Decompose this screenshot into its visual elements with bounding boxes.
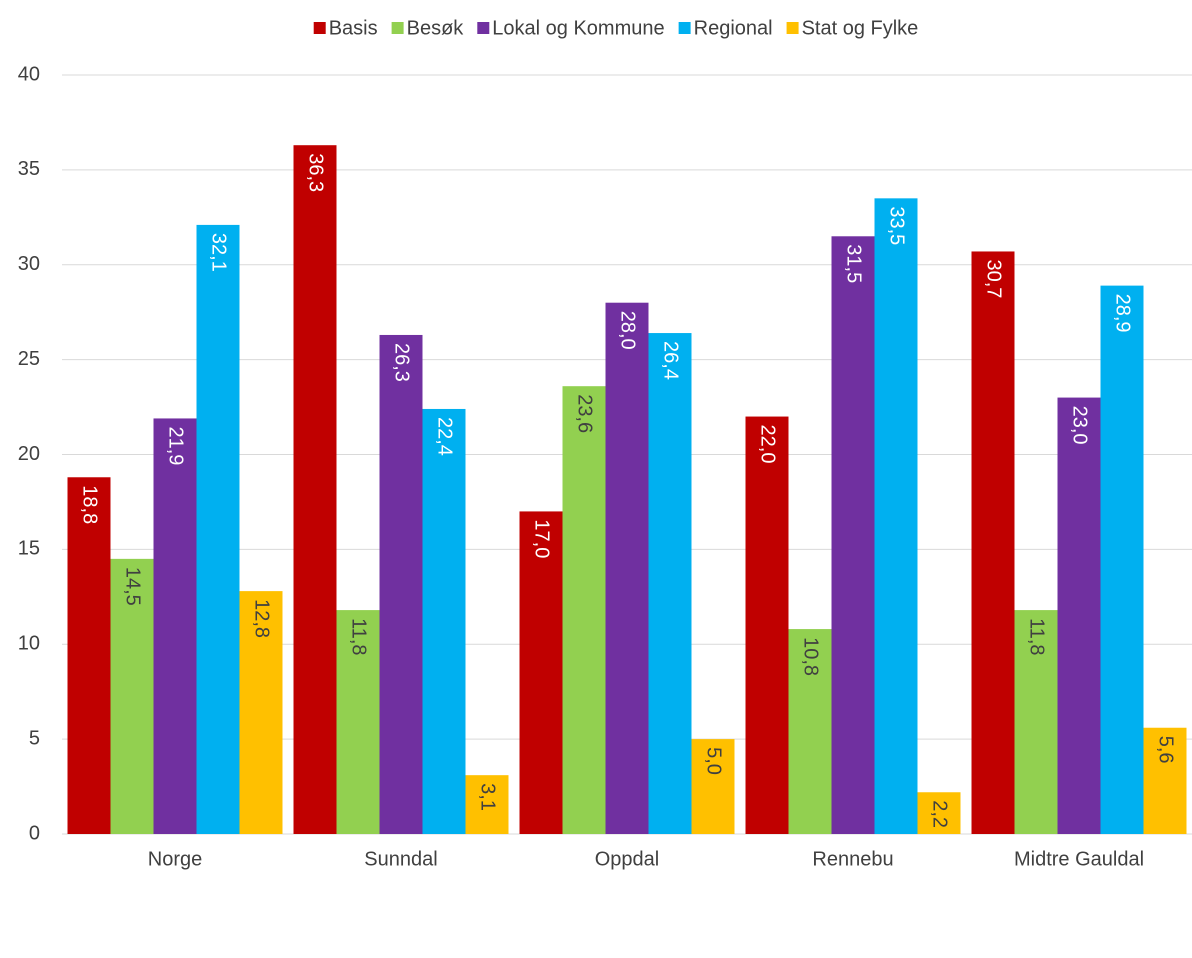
y-tick-label: 40	[18, 63, 40, 85]
legend-swatch	[786, 22, 799, 34]
legend-label: Regional	[694, 17, 773, 39]
y-tick-label: 30	[18, 253, 40, 275]
bar	[562, 386, 606, 834]
y-tick-label: 5	[29, 727, 40, 749]
data-label: 36,3	[305, 153, 327, 192]
x-tick-label: Oppdal	[595, 848, 660, 870]
data-label: 5,6	[1155, 736, 1177, 764]
bar	[336, 610, 380, 834]
legend-swatch	[391, 22, 404, 34]
bar	[196, 224, 240, 835]
legend-swatch	[313, 22, 326, 34]
bar	[239, 591, 283, 834]
bar	[379, 334, 423, 834]
data-label: 28,0	[617, 311, 639, 350]
data-label: 31,5	[843, 244, 865, 283]
data-label: 11,8	[1026, 618, 1048, 655]
data-label: 21,9	[165, 426, 187, 465]
data-label: 26,3	[391, 343, 413, 382]
y-tick-label: 0	[29, 822, 40, 844]
y-tick-label: 15	[18, 538, 40, 560]
data-label: 10,8	[800, 637, 822, 676]
bar	[293, 145, 337, 834]
bar	[831, 236, 875, 835]
x-tick-label: Rennebu	[812, 848, 893, 870]
x-tick-label: Sunndal	[364, 848, 437, 870]
bar	[788, 629, 832, 834]
data-label: 14,5	[122, 567, 144, 606]
legend-label: Basis	[329, 17, 378, 39]
bar	[67, 477, 111, 834]
legend-label: Besøk	[407, 17, 465, 39]
bar	[110, 558, 154, 834]
data-label: 3,1	[477, 783, 499, 811]
data-label: 28,9	[1112, 294, 1134, 333]
y-tick-label: 35	[18, 158, 40, 180]
data-label: 5,0	[703, 747, 725, 775]
data-label: 30,7	[983, 259, 1005, 298]
bar	[605, 302, 649, 834]
data-label: 23,0	[1069, 406, 1091, 445]
bar	[691, 739, 735, 834]
x-tick-label: Norge	[148, 848, 202, 870]
legend-label: Stat og Fylke	[802, 17, 919, 39]
data-label: 22,4	[434, 417, 456, 456]
data-label: 33,5	[886, 206, 908, 245]
bar	[465, 775, 509, 834]
data-label: 2,2	[929, 800, 951, 828]
data-label: 26,4	[660, 341, 682, 380]
legend-label: Lokal og Kommune	[492, 17, 664, 39]
bar	[874, 198, 918, 834]
data-label: 18,8	[79, 485, 101, 524]
data-label: 22,0	[757, 425, 779, 464]
bar	[745, 416, 789, 834]
bar	[648, 333, 692, 834]
y-tick-label: 25	[18, 348, 40, 370]
y-tick-label: 10	[18, 633, 40, 655]
y-tick-label: 20	[18, 443, 40, 465]
bar	[917, 792, 961, 834]
data-label: 32,1	[208, 233, 230, 272]
bar	[422, 408, 466, 834]
data-label: 17,0	[531, 519, 553, 558]
data-label: 12,8	[251, 599, 273, 638]
legend-swatch	[678, 22, 691, 34]
bar	[1057, 397, 1101, 834]
x-tick-label: Midtre Gauldal	[1014, 848, 1144, 870]
bar	[1143, 727, 1187, 834]
legend-swatch	[477, 22, 490, 34]
bar	[971, 251, 1015, 834]
legend: Basis Besøk Lokal og Kommune Regional Stat o…	[313, 17, 919, 39]
data-label: 11,8	[348, 618, 370, 655]
bar	[1100, 285, 1144, 834]
bar	[519, 511, 563, 834]
data-label: 23,6	[574, 394, 596, 433]
bar	[1014, 610, 1058, 834]
bar	[153, 418, 197, 834]
